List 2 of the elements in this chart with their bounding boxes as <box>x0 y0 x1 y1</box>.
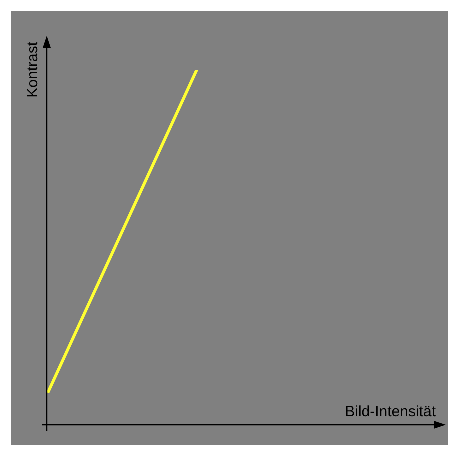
y-axis-title: Kontrast <box>24 41 42 98</box>
x-axis-title: Bild-Intensität <box>345 404 437 421</box>
